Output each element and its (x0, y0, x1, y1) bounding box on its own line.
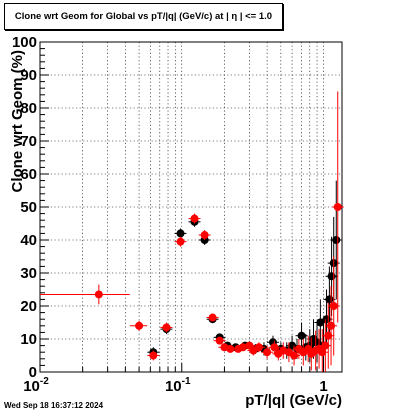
data-point (162, 323, 171, 332)
data-point (94, 290, 103, 299)
data-point (327, 272, 336, 281)
chart-title: Clone wrt Geom for Global vs pT/|q| (GeV… (4, 3, 283, 30)
data-point (321, 341, 330, 350)
data-point (290, 351, 299, 360)
data-point (327, 321, 336, 330)
data-point (176, 237, 185, 246)
data-point (190, 214, 199, 223)
data-point (135, 321, 144, 330)
x-tick-label: 10-2 (23, 376, 49, 395)
y-tick-label: 50 (20, 199, 37, 216)
data-point (149, 351, 158, 360)
tick-labels: 0 10 20 30 40 50 60 70 80 90 100 10-2 10-1 1 (12, 34, 328, 395)
y-tick-label: 40 (20, 232, 37, 249)
data-point (333, 203, 342, 211)
data-point (208, 313, 217, 322)
y-tick-label: 90 (20, 67, 37, 84)
axis-ticks (39, 41, 325, 373)
data-point (176, 229, 185, 238)
grid-lines (40, 42, 342, 372)
data-point (297, 331, 306, 340)
data-point (324, 331, 333, 340)
data-point (254, 343, 263, 352)
y-axis-title: Clone wrt Geom (%) (9, 50, 26, 193)
y-tick-label: 80 (20, 100, 37, 117)
data-point (325, 295, 334, 304)
data-point (316, 318, 325, 327)
data-point (329, 302, 338, 310)
y-tick-label: 20 (20, 298, 37, 315)
y-tick-label: 100 (12, 34, 37, 51)
data-point (263, 348, 272, 357)
data-point (332, 236, 341, 244)
data-point (270, 343, 279, 352)
y-tick-label: 70 (20, 133, 37, 150)
x-axis-title: pT/|q| (GeV/c) (245, 392, 342, 409)
data-point (318, 348, 327, 357)
y-tick-label: 10 (20, 331, 37, 348)
series-0 (147, 180, 343, 369)
y-tick-label: 0 (29, 364, 37, 381)
x-tick-label: 10-1 (165, 376, 191, 395)
data-point (226, 344, 235, 353)
datestamp: Wed Sep 18 16:37:12 2024 (4, 401, 104, 410)
x-tick-label: 1 (319, 378, 327, 395)
data-points (40, 91, 344, 372)
series-1 (40, 91, 344, 372)
data-point (215, 336, 224, 345)
y-tick-label: 60 (20, 166, 37, 183)
data-point (200, 231, 209, 240)
y-tick-label: 30 (20, 265, 37, 282)
